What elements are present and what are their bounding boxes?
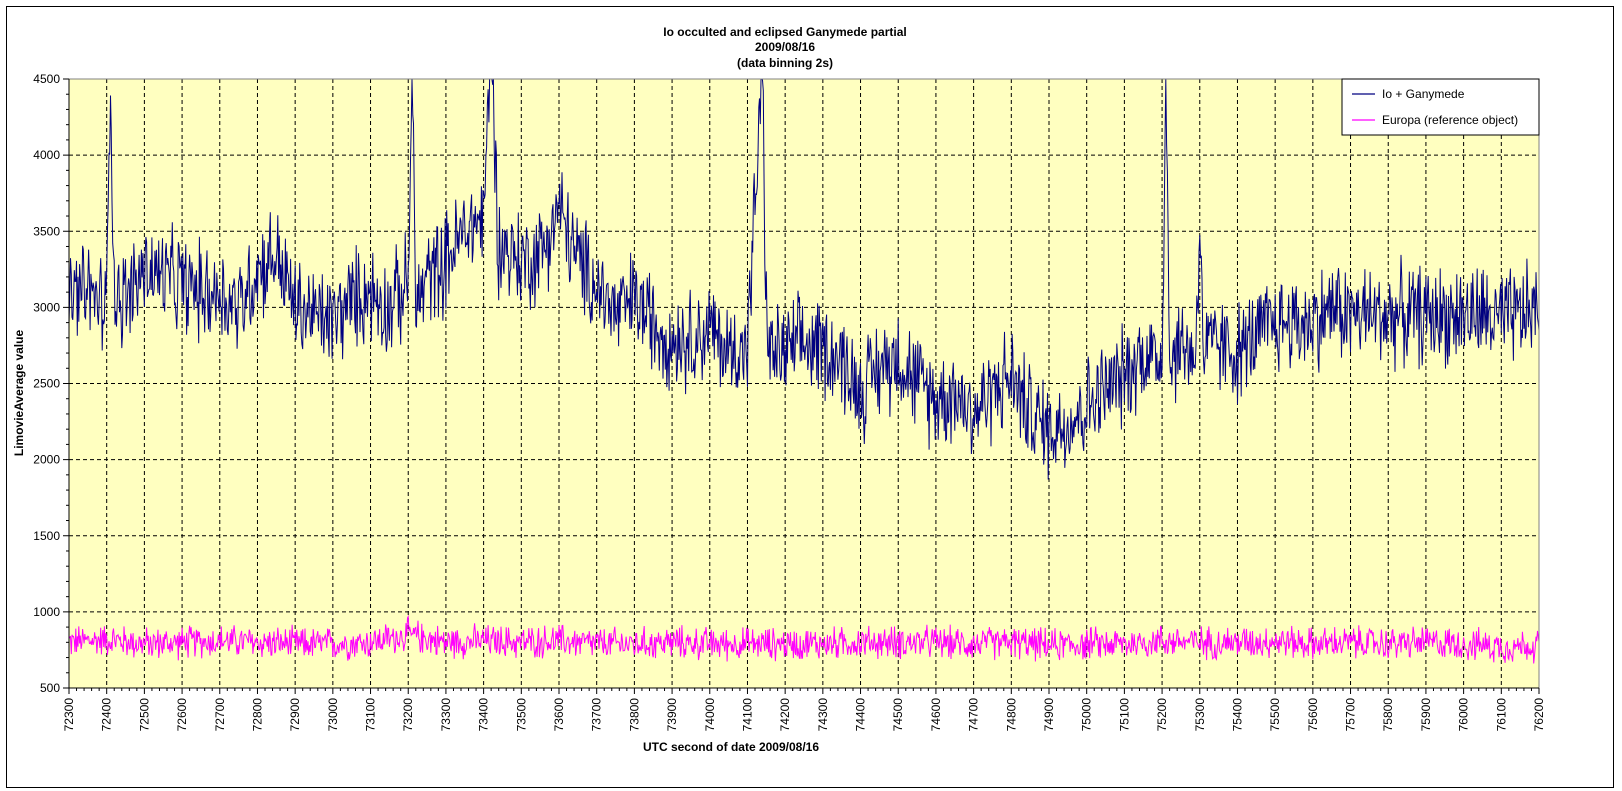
x-tick-label: 74100: [740, 698, 754, 732]
x-tick-label: 75000: [1080, 698, 1094, 732]
x-tick-label: 74000: [703, 698, 717, 732]
y-tick-label: 4000: [33, 148, 60, 162]
x-tick-label: 72800: [250, 698, 264, 732]
x-tick-label: 75400: [1230, 698, 1244, 732]
x-tick-label: 75200: [1155, 698, 1169, 732]
x-tick-label: 75900: [1419, 698, 1433, 732]
x-tick-label: 76200: [1532, 698, 1546, 732]
x-axis: 72300 72400 72500 72600 72700 72800 72900 73000…: [62, 687, 1546, 732]
x-tick-label: 74900: [1042, 698, 1056, 732]
x-tick-label: 73300: [439, 698, 453, 732]
legend: Io + Ganymede Europa (reference object): [1341, 78, 1540, 136]
x-tick-label: 73800: [627, 698, 641, 732]
x-tick-label: 76000: [1457, 698, 1471, 732]
x-tick-label: 75100: [1117, 698, 1131, 732]
x-tick-label: 73900: [665, 698, 679, 732]
y-tick-label: 2500: [33, 377, 60, 391]
x-tick-label: 74600: [929, 698, 943, 732]
x-tick-label: 72600: [175, 698, 189, 732]
y-axis-title: LimovieAverage value: [12, 330, 26, 457]
series-line-0: [68, 78, 1540, 480]
x-tick-label: 73500: [514, 698, 528, 732]
x-tick-label: 75300: [1193, 698, 1207, 732]
x-tick-label: 73700: [590, 698, 604, 732]
x-tick-label: 72900: [288, 698, 302, 732]
x-tick-label: 74500: [891, 698, 905, 732]
x-tick-label: 72500: [137, 698, 151, 732]
legend-label-io-ganymede: Io + Ganymede: [1382, 87, 1465, 101]
x-tick-label: 74400: [854, 698, 868, 732]
chart-title-line-1: Io occulted and eclipsed Ganymede partia…: [663, 25, 906, 39]
y-tick-label: 3500: [33, 224, 60, 238]
x-tick-label: 74800: [1004, 698, 1018, 732]
x-tick-label: 74300: [816, 698, 830, 732]
legend-label-europa: Europa (reference object): [1382, 113, 1518, 127]
x-tick-label: 73200: [401, 698, 415, 732]
x-tick-label: 73600: [552, 698, 566, 732]
x-tick-label: 74700: [967, 698, 981, 732]
chart-title-line-2: 2009/08/16: [755, 40, 815, 54]
x-tick-label: 75700: [1344, 698, 1358, 732]
chart-title: Io occulted and eclipsed Ganymede partia…: [663, 25, 906, 70]
x-tick-label: 76100: [1494, 698, 1508, 732]
series-layer: [68, 78, 1540, 664]
x-tick-label: 74200: [778, 698, 792, 732]
grid-lines: [69, 79, 1539, 688]
x-tick-label: 75600: [1306, 698, 1320, 732]
y-tick-label: 1000: [33, 605, 60, 619]
y-tick-label: 1500: [33, 529, 60, 543]
x-tick-label: 73100: [364, 698, 378, 732]
y-axis: 500 1000 1500 2000 2500 3000 3500 4000 4500: [33, 72, 70, 695]
x-tick-label: 72400: [100, 698, 114, 732]
x-tick-label: 75800: [1381, 698, 1395, 732]
x-tick-label: 75500: [1268, 698, 1282, 732]
legend-box: [1341, 78, 1540, 136]
y-tick-label: 500: [40, 681, 60, 695]
x-tick-label: 73400: [477, 698, 491, 732]
series-line-1: [68, 614, 1540, 664]
y-tick-label: 3000: [33, 300, 60, 314]
chart-title-line-3: (data binning 2s): [737, 56, 833, 70]
y-tick-label: 4500: [33, 72, 60, 86]
x-tick-label: 72300: [62, 698, 76, 732]
chart-frame: Io occulted and eclipsed Ganymede partia…: [6, 6, 1614, 788]
y-tick-label: 2000: [33, 453, 60, 467]
x-tick-label: 73000: [326, 698, 340, 732]
x-tick-label: 72700: [213, 698, 227, 732]
chart-svg: Io occulted and eclipsed Ganymede partia…: [12, 25, 1546, 754]
x-axis-title: UTC second of date 2009/08/16: [643, 740, 819, 754]
